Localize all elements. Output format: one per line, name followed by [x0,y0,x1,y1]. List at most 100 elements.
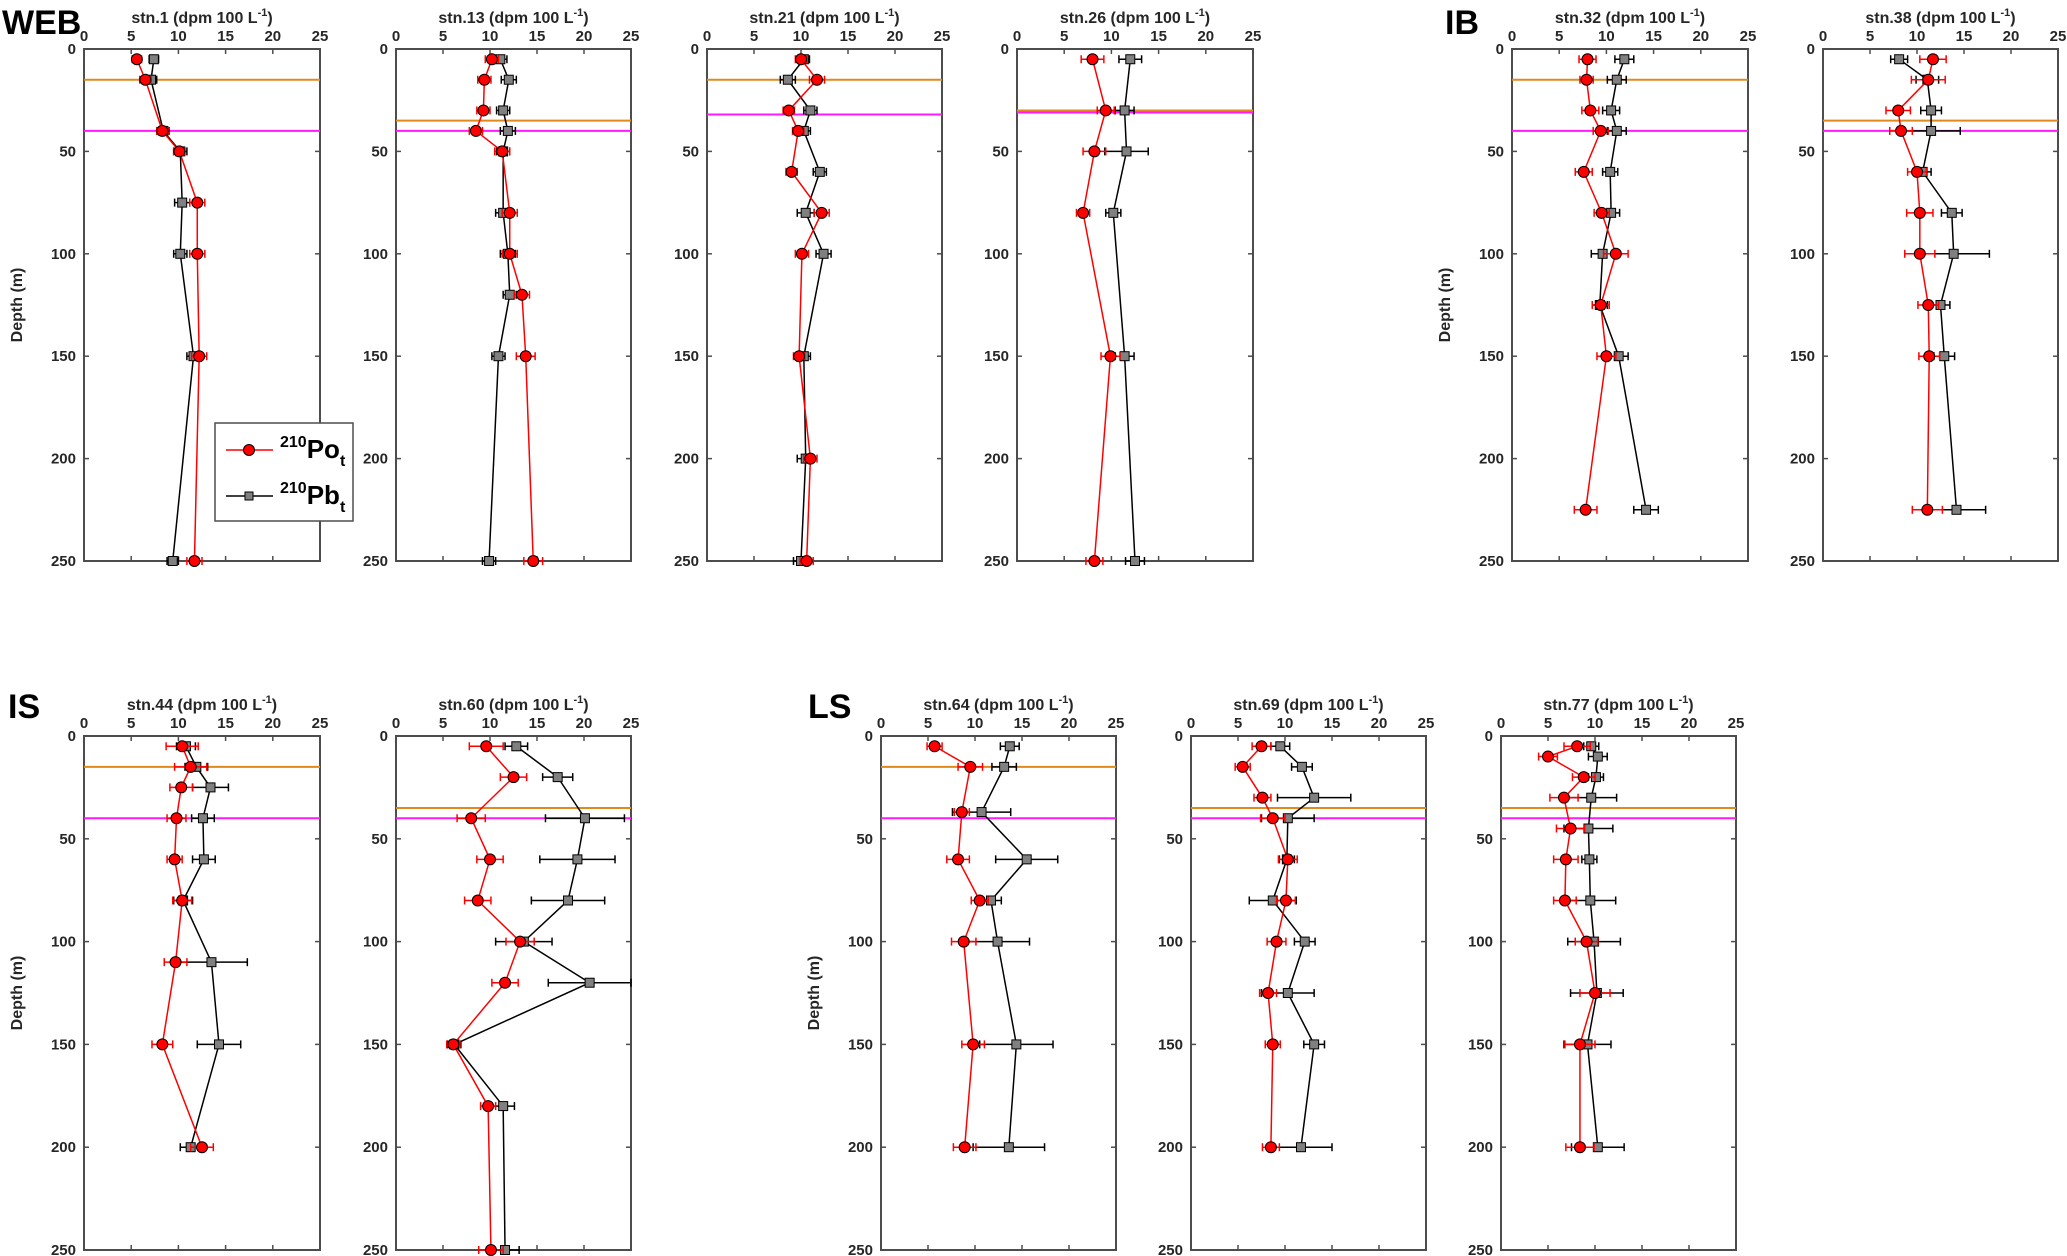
x-tick-label: 10 [482,28,499,45]
pb-data-point [1951,504,1962,515]
panel-title-sup: -1 [1690,7,1700,19]
y-tick-label: 250 [51,553,76,570]
y-tick-label: 250 [1790,553,1815,570]
po-data-point [1104,350,1117,363]
panel-title-text: stn.26 (dpm 100 L [1060,10,1195,27]
panel-title-text: stn.44 (dpm 100 L [127,697,262,714]
x-tick-label: 10 [1103,28,1120,45]
pb-data-point [1309,1039,1320,1050]
panel-title-text: stn.60 (dpm 100 L [438,697,573,714]
x-tick-label: 0 [1497,715,1505,732]
y-tick-label: 200 [1790,451,1815,468]
po-data-point [515,288,528,301]
y-tick-label: 50 [1487,143,1504,160]
panel-title: stn.77 (dpm 100 L-1) [1543,694,1693,714]
po-data-point [469,124,482,137]
pb-data-point [1295,1142,1306,1153]
pb-data-point [1296,761,1307,772]
y-tick-label: 150 [1158,1036,1183,1053]
po-data-point [193,350,206,363]
panel-title-sup: -1 [885,7,895,19]
y-tick-label: 0 [1807,41,1815,58]
x-tick-label: 15 [1324,715,1341,732]
x-tick-label: 10 [170,715,187,732]
x-tick-label: 0 [1819,28,1827,45]
y-tick-label: 100 [984,246,1009,263]
po-data-point [1088,145,1101,158]
panel-title-sup: -1 [1369,694,1379,706]
panels-group: stn.1 (dpm 100 L-1)0 5 10 15 20 2505010015020… [9,7,2066,1256]
po-data-point [1580,73,1593,86]
pb-data-point [504,289,515,300]
po-data-point [1609,247,1622,260]
legend-pb-mass: 210 [280,480,307,497]
panel-title-close: ) [2010,10,2015,27]
panel-title-sup: -1 [1195,7,1205,19]
x-tick-label: 0 [80,28,88,45]
pb-data-point [1309,792,1320,803]
x-tick-label: 20 [264,715,281,732]
po-data-point [499,976,512,989]
po-data-point [1571,740,1584,753]
x-tick-label: 0 [80,715,88,732]
po-data-point [527,555,540,567]
panel-title-sup: -1 [258,7,268,19]
panel-title-sup: -1 [574,7,584,19]
legend-pb-element: Pb [307,480,340,510]
po-data-point [482,1100,495,1113]
po-data-point [795,247,808,260]
po-series-line [452,745,521,1251]
po-series-line [1082,59,1112,562]
po-series-line [161,745,203,1148]
po-data-point [496,145,509,158]
pb-data-point [1605,166,1616,177]
y-tick-label: 250 [363,1242,388,1256]
y-tick-label: 250 [1158,1242,1183,1256]
axes-frame [1190,735,1427,1251]
y-tick-label: 150 [1479,348,1504,365]
po-data-point [785,165,798,178]
y-tick-label: 150 [1468,1036,1493,1053]
po-data-point [156,124,169,137]
y-tick-label: 100 [363,934,388,951]
y-tick-label: 0 [68,728,76,745]
region-label-web: WEB [2,4,81,42]
legend-po-element: Po [307,434,340,464]
y-tick-label: 50 [59,143,76,160]
y-tick-label: 50 [371,831,388,848]
po-data-point [955,806,968,819]
po-data-point [1911,165,1923,178]
pb-data-point [1011,1039,1022,1050]
panel-stn13: stn.13 (dpm 100 L-1)0 5 10 15 20 250501001502… [363,7,639,570]
panel-stn64: stn.64 (dpm 100 L-1)0 5 10 15 20 250501001502… [806,694,1124,1256]
panel-title-close: ) [267,10,272,27]
x-tick-label: 5 [1866,28,1874,45]
y-tick-label: 250 [848,1242,873,1256]
y-tick-label: 100 [848,934,873,951]
po-data-point [175,781,188,794]
y-tick-label: 50 [992,143,1009,160]
pb-data-point [205,782,216,793]
x-tick-label: 0 [703,28,711,45]
po-data-point [480,740,493,753]
po-data-point [958,1141,971,1154]
po-data-point [503,247,516,260]
pb-data-point [818,248,829,259]
x-tick-label: 25 [623,28,640,45]
pb-series-line [453,745,592,1251]
region-label-ls: LS [808,688,851,726]
po-data-point [173,145,186,158]
pb-series-line [1112,59,1136,562]
x-tick-label: 20 [1197,28,1214,45]
pb-data-point [1130,556,1140,566]
y-tick-label: 0 [691,41,699,58]
pb-data-point [484,556,495,566]
po-data-point [1580,935,1593,948]
y-axis-label: Depth (m) [1437,268,1454,343]
x-tick-label: 5 [1555,28,1563,45]
legend-box [214,422,354,522]
axes-frame [1822,48,2059,562]
axes-frame [1500,735,1737,1251]
x-tick-label: 25 [1245,28,1262,45]
pb-data-point [175,248,186,259]
